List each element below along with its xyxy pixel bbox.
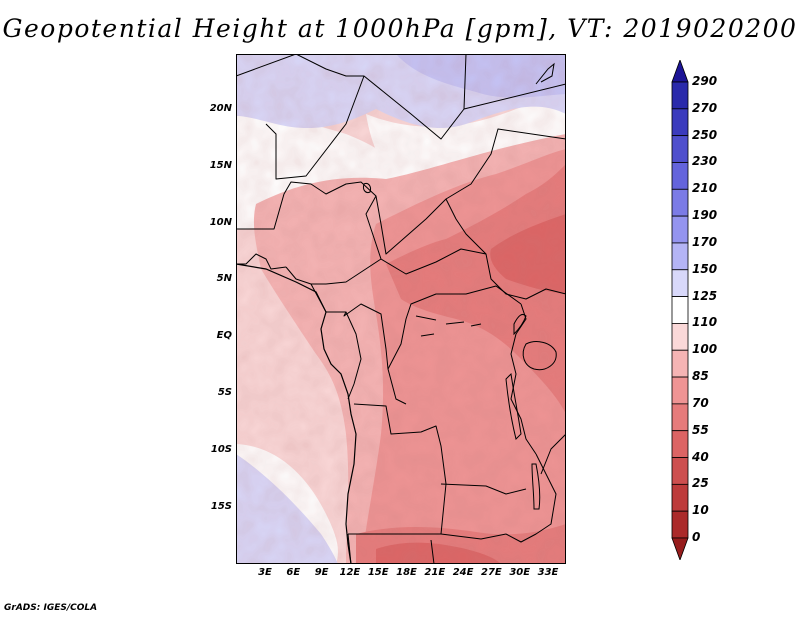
border-line (440, 483, 527, 495)
chart-title: Geopotential Height at 1000hPa [gpm], VT… (2, 14, 798, 43)
lon-tick-label: 15E (367, 567, 389, 578)
lake-lines (415, 315, 482, 337)
colorbar-level-label: 190 (692, 208, 718, 223)
lat-tick-label: 15S (210, 500, 232, 512)
colorbar-swatch (671, 242, 689, 271)
border-line (365, 195, 382, 260)
colorbar-level-label: 170 (692, 234, 718, 249)
colorbar-swatch (671, 483, 689, 512)
lat-tick-label: 10N (209, 216, 232, 228)
colorbar-level-label: 25 (692, 476, 709, 491)
lon-tick-label: 12E (339, 567, 361, 578)
lat-tick-label: 15N (209, 159, 232, 171)
colorbar-level-label: 10 (692, 503, 709, 518)
colorbar-level-label: 230 (692, 154, 718, 169)
colorbar-swatch (671, 403, 689, 432)
border-line (463, 83, 566, 110)
grads-credit: GrADS: IGES/COLA (4, 603, 98, 613)
border-line (380, 248, 487, 275)
colorbar (671, 60, 689, 560)
colorbar-swatch (671, 188, 689, 217)
map-plot (236, 54, 566, 564)
lake-malawi (531, 463, 541, 510)
colorbar-swatch (671, 215, 689, 244)
lon-tick-label: 9E (314, 567, 329, 578)
coastline (236, 263, 357, 564)
red-sea-coast (535, 62, 555, 85)
border-line (348, 533, 507, 540)
colorbar-level-label: 210 (692, 181, 718, 196)
lon-tick-label: 6E (286, 567, 301, 578)
border-line (540, 433, 566, 475)
colorbar-bottom-triangle (671, 537, 689, 560)
border-line (510, 303, 537, 455)
colorbar-swatch (671, 81, 689, 110)
country-borders (236, 54, 566, 564)
colorbar-level-label: 40 (692, 449, 709, 464)
lat-tick-label: 5N (216, 273, 232, 285)
border-line (345, 311, 362, 400)
lat-tick-label: EQ (216, 330, 232, 342)
colorbar-swatch (671, 296, 689, 324)
colorbar-swatch (671, 376, 689, 405)
lake-tanganyika (505, 372, 522, 440)
lat-tick-label: 10S (210, 443, 232, 455)
colorbar-swatch (671, 108, 689, 137)
border-line (236, 54, 297, 77)
colorbar-level-label: 110 (692, 315, 718, 330)
border-line (310, 283, 407, 405)
lake-victoria (522, 341, 557, 371)
colorbar-swatch (671, 430, 689, 458)
lon-tick-label: 24E (452, 567, 474, 578)
border-line (387, 285, 522, 370)
colorbar-level-label: 250 (692, 127, 718, 142)
colorbar-level-label: 270 (692, 100, 718, 115)
lon-tick-label: 21E (424, 567, 446, 578)
colorbar-level-label: 55 (692, 422, 709, 437)
colorbar-swatch (671, 135, 689, 163)
border-line (265, 75, 365, 180)
lon-tick-label: 30E (509, 567, 531, 578)
colorbar-level-label: 0 (692, 530, 701, 544)
lake-chad (363, 183, 371, 193)
colorbar-top-triangle (671, 60, 689, 83)
lat-tick-label: 20N (209, 103, 232, 114)
colorbar-swatch (671, 349, 689, 378)
colorbar-level-label: 100 (692, 342, 718, 357)
border-line (505, 453, 557, 543)
lake-albert (513, 313, 527, 336)
lakes (363, 183, 557, 510)
lon-tick-label: 33E (537, 567, 559, 578)
border-line (285, 258, 382, 285)
border-line (236, 253, 287, 270)
border-line (445, 198, 566, 300)
border-line (430, 539, 435, 564)
lon-tick-label: 27E (481, 567, 502, 578)
colorbar-level-label: 125 (692, 288, 718, 303)
colorbar-level-label: 70 (692, 395, 709, 410)
lat-tick-label: 5S (217, 387, 232, 398)
colorbar-swatch (671, 269, 689, 297)
lon-tick-label: 3E (258, 567, 272, 578)
border-line (353, 403, 447, 535)
colorbar-level-label: 85 (692, 369, 709, 384)
colorbar-swatch (671, 457, 689, 485)
colorbar-level-label: 290 (692, 74, 718, 88)
colorbar-level-label: 150 (692, 261, 718, 276)
border-line (295, 54, 467, 140)
colorbar-swatch (671, 162, 689, 190)
colorbar-swatch (671, 510, 689, 539)
lon-tick-label: 18E (396, 567, 417, 578)
colorbar-swatch (671, 323, 689, 351)
